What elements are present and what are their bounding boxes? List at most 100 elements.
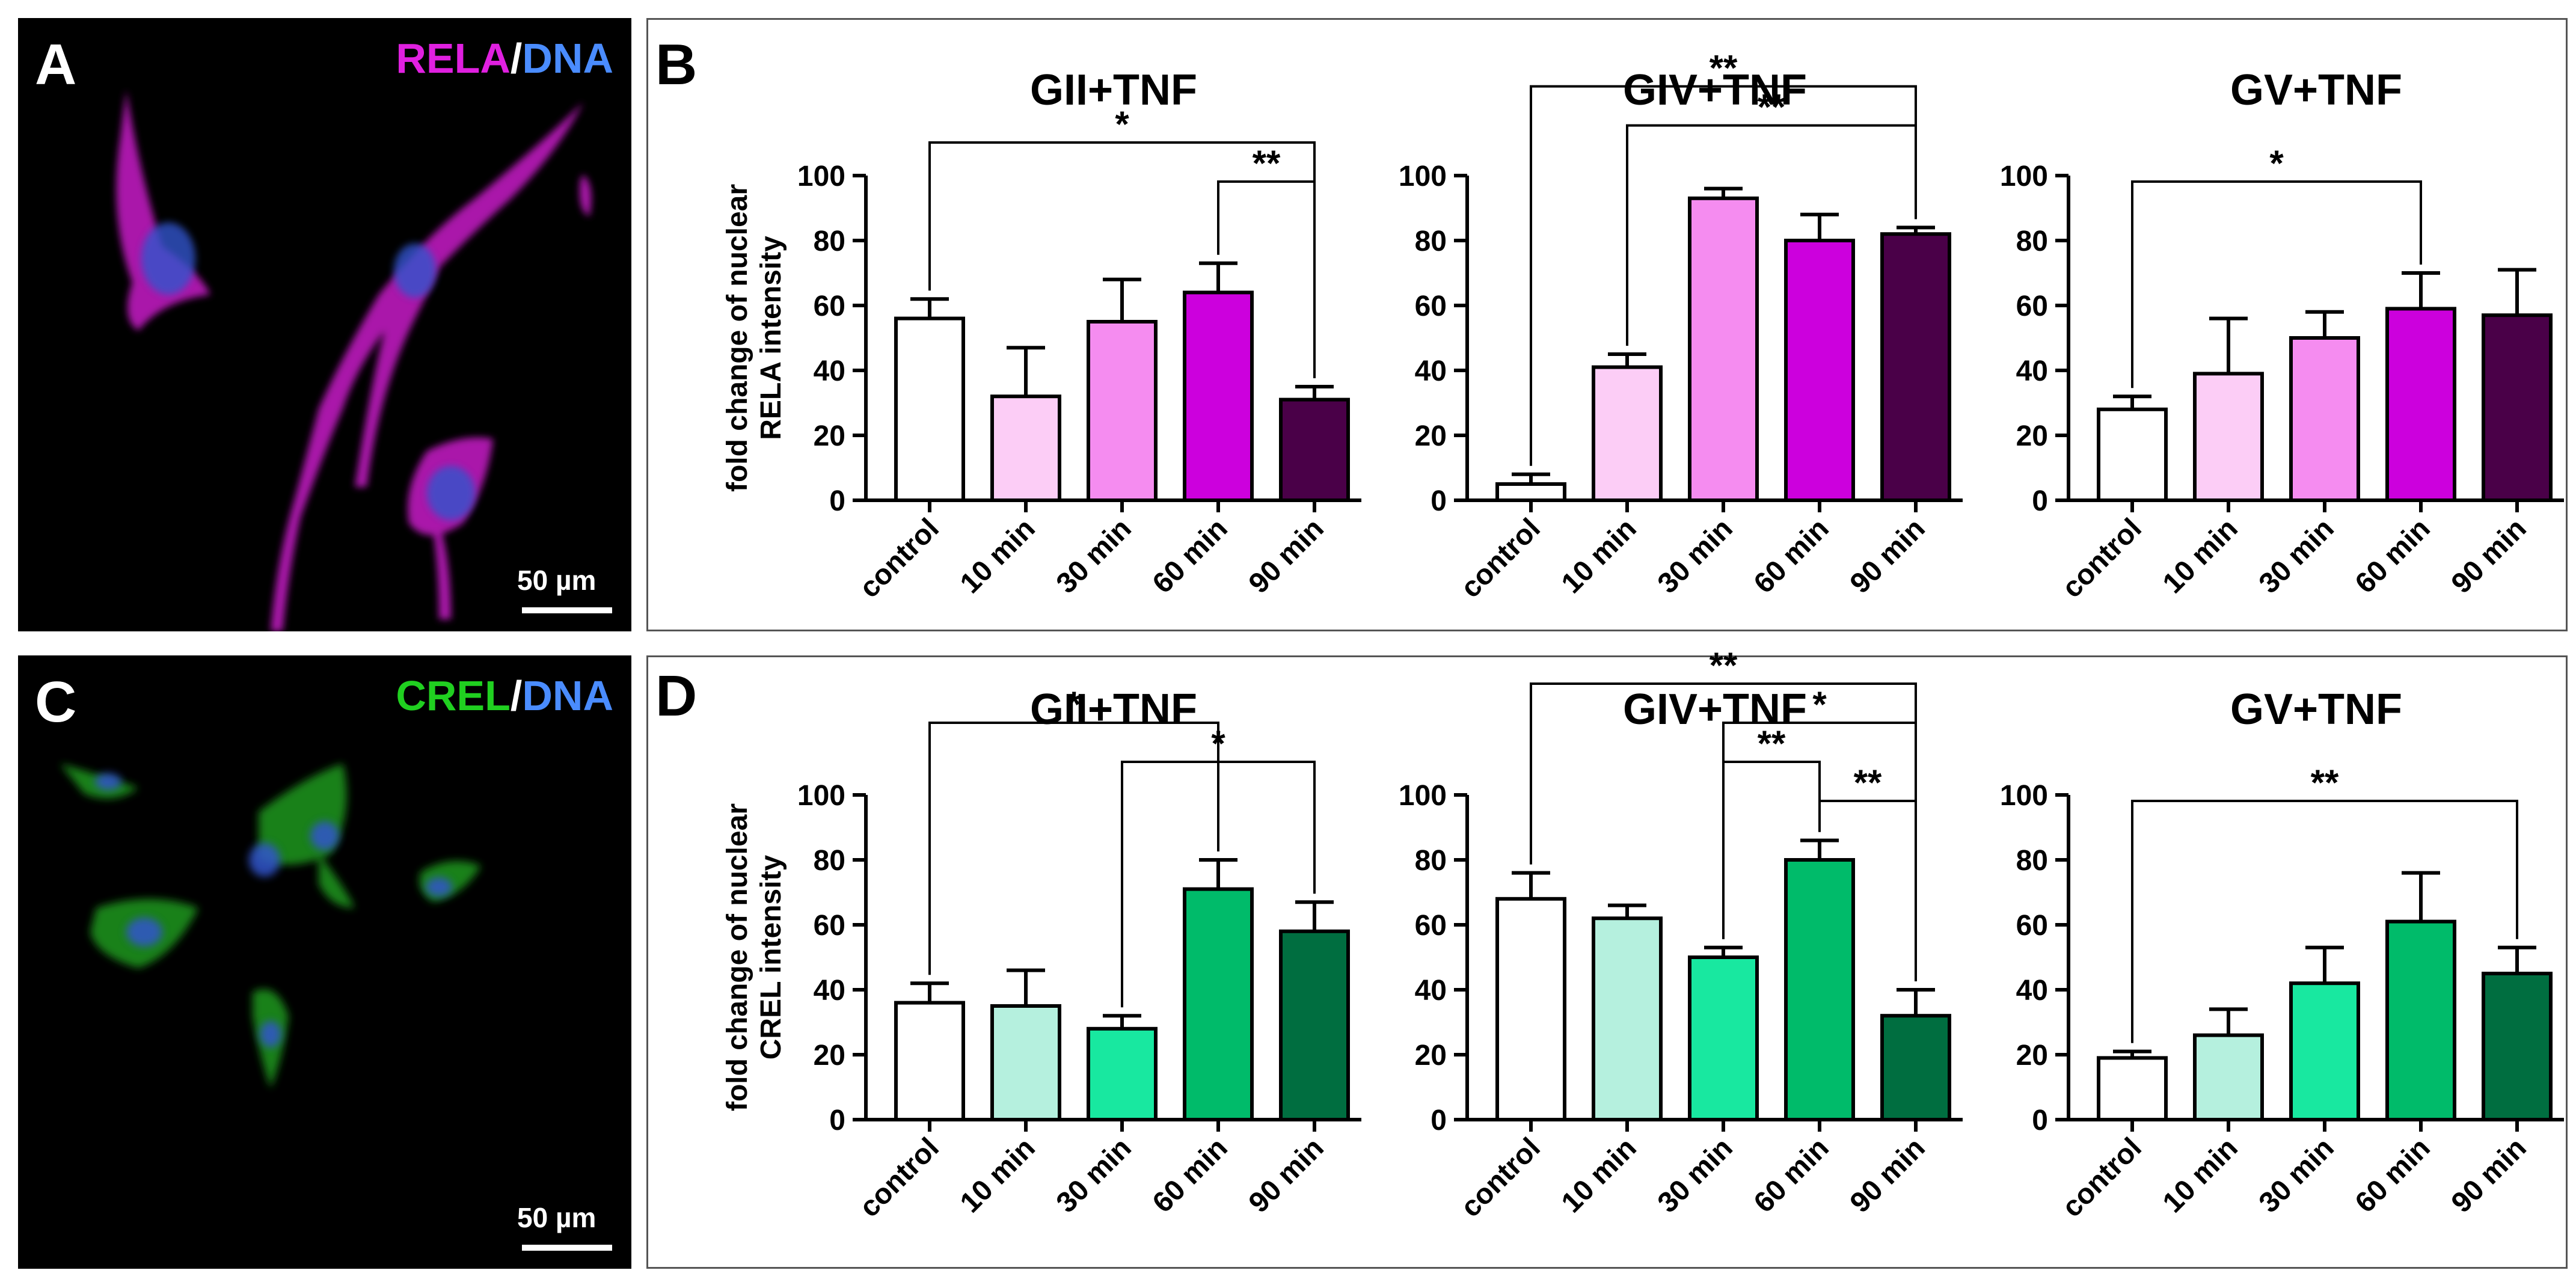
significance-bracket	[1722, 761, 1821, 939]
bar	[2289, 981, 2360, 1121]
bar	[1495, 482, 1566, 502]
significance-label: **	[1854, 762, 1882, 803]
chart-b-2: 0 20 40 60 80 100 control 10 min 30 min 60 min 90 …	[1399, 48, 1963, 604]
stain-legend-crel: CREL/DNA	[396, 675, 613, 717]
y-tick-label: 100	[2000, 780, 2048, 812]
scale-bar-c	[522, 1245, 612, 1251]
significance-label: **	[1253, 143, 1281, 183]
chart-b-3: 0 20 40 60 80 100 control 10 min 30 min 60 min 90 …	[2000, 66, 2564, 604]
x-tick-label: 30 min	[1050, 1132, 1138, 1219]
y-tick-label: 40	[814, 355, 845, 387]
chart-d-3: 0 20 40 60 80 100 control 10 min 30 min 60 min 90 …	[2000, 685, 2564, 1224]
rela-cells-image	[116, 90, 592, 631]
panel-label-d: D	[655, 664, 698, 728]
bar	[2482, 972, 2553, 1121]
significance-label: **	[1758, 87, 1786, 127]
significance-label: *	[1115, 104, 1129, 144]
x-tick-label: 60 min	[2349, 512, 2436, 600]
y-tick-label: 80	[814, 225, 845, 257]
y-axis-label: RELA intensity	[755, 236, 787, 440]
y-tick-label: 60	[1415, 290, 1447, 322]
x-tick-label: 30 min	[2253, 512, 2340, 600]
significance-label: *	[1812, 684, 1827, 725]
micrograph-crel: C CREL/DNA 50 µm	[18, 655, 631, 1269]
bar	[2482, 313, 2553, 502]
bar	[1183, 290, 1254, 502]
significance-label: **	[1710, 645, 1738, 685]
stain-rela-text: RELA	[396, 35, 511, 82]
stain-separator: /	[510, 672, 523, 719]
bar	[990, 394, 1061, 503]
y-tick-label: 0	[829, 1105, 845, 1136]
x-tick-label: 60 min	[1147, 1132, 1234, 1219]
y-tick-label: 40	[1415, 355, 1447, 387]
x-tick-label: 10 min	[1556, 512, 1643, 600]
stain-legend-rela: RELA/DNA	[396, 37, 613, 79]
x-tick-label: 90 min	[1243, 512, 1330, 600]
y-tick-label: 80	[814, 845, 845, 877]
x-tick-label: 10 min	[1556, 1132, 1643, 1219]
x-tick-label: 60 min	[1748, 1132, 1835, 1219]
y-tick-label: 80	[1415, 225, 1447, 257]
x-tick-label: control	[1455, 1132, 1546, 1223]
x-tick-label: 30 min	[1652, 512, 1739, 600]
bar	[1592, 365, 1663, 502]
bar	[2097, 407, 2168, 502]
y-tick-label: 40	[2016, 975, 2048, 1007]
y-tick-label: 80	[1415, 845, 1447, 877]
chart-title: GIV+TNF	[1623, 685, 1807, 734]
significance-bracket	[928, 722, 1219, 975]
y-tick-label: 20	[814, 1040, 845, 1072]
significance-label: **	[2311, 762, 2339, 803]
bar	[1784, 239, 1855, 502]
stain-dna-text: DNA	[522, 672, 613, 719]
y-tick-label: 40	[2016, 355, 2048, 387]
significance-bracket	[1626, 124, 1917, 346]
panel-label-c: C	[35, 670, 77, 734]
bar	[894, 316, 965, 502]
bar	[1880, 232, 1951, 502]
significance-bracket	[1217, 180, 1316, 378]
y-tick-label: 0	[829, 485, 845, 517]
x-tick-label: control	[2056, 512, 2147, 604]
x-tick-label: 90 min	[2446, 1132, 2533, 1219]
x-tick-label: 10 min	[954, 512, 1041, 600]
y-tick-label: 100	[797, 780, 845, 812]
y-tick-label: 80	[2016, 225, 2048, 257]
stain-separator: /	[510, 35, 523, 82]
y-tick-label: 20	[1415, 1040, 1447, 1072]
significance-label: **	[1758, 723, 1786, 764]
y-tick-label: 0	[2032, 1105, 2048, 1136]
bar	[1592, 916, 1663, 1121]
x-tick-label: control	[2056, 1132, 2147, 1223]
x-tick-label: 30 min	[1050, 512, 1138, 600]
crel-cells-image	[60, 764, 481, 1088]
x-tick-label: 30 min	[2253, 1132, 2340, 1219]
significance-bracket	[2131, 800, 2518, 1043]
chart-title: GII+TNF	[1030, 685, 1197, 734]
y-tick-label: 100	[1399, 161, 1447, 192]
chart-title: GIV+TNF	[1623, 66, 1807, 114]
bar	[1784, 858, 1855, 1121]
y-axis-label: CREL intensity	[755, 854, 787, 1060]
bar	[2193, 1033, 2264, 1121]
y-tick-label: 60	[2016, 290, 2048, 322]
y-tick-label: 40	[814, 975, 845, 1007]
y-axis-label: fold change of nuclear	[722, 184, 753, 492]
chart-title: GV+TNF	[2230, 685, 2402, 734]
x-tick-label: 60 min	[1748, 512, 1835, 600]
y-tick-label: 20	[2016, 420, 2048, 452]
x-tick-label: 10 min	[2157, 1132, 2244, 1219]
significance-label: *	[2269, 143, 2284, 183]
y-tick-label: 80	[2016, 845, 2048, 877]
chart-b-1: 0 20 40 60 80 100 control 10 min 30 min 60 min 90 …	[722, 66, 1361, 604]
bar	[2097, 1056, 2168, 1122]
y-tick-label: 100	[797, 161, 845, 192]
stain-dna-text: DNA	[522, 35, 613, 82]
x-tick-label: 30 min	[1652, 1132, 1739, 1219]
significance-label: *	[1067, 684, 1081, 725]
y-tick-label: 60	[2016, 910, 2048, 942]
x-tick-label: 90 min	[1844, 1132, 1931, 1219]
bar	[2385, 307, 2456, 503]
